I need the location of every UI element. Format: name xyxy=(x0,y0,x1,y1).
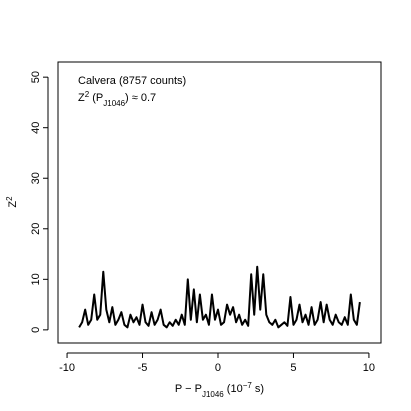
annotation-part: Z xyxy=(78,92,85,104)
annotation-part: ) ≈ 0.7 xyxy=(125,92,156,104)
x-tick-label: 10 xyxy=(363,362,375,374)
x-axis-label-part: −7 xyxy=(243,381,253,390)
annotation: Z2 (PJ1046) ≈ 0.7 xyxy=(78,90,156,108)
annotation-part: (P xyxy=(89,92,103,104)
x-tick-label: 0 xyxy=(215,362,221,374)
y-tick-label: 10 xyxy=(30,273,42,285)
y-tick-label: 30 xyxy=(30,172,42,184)
x-tick-label: -10 xyxy=(59,362,75,374)
x-axis-label-part: P − P xyxy=(175,383,202,395)
x-axis-label-part: J1046 xyxy=(202,390,224,399)
y-tick-label: 20 xyxy=(30,223,42,235)
y-tick-label: 40 xyxy=(30,122,42,134)
x-axis-label: P − PJ1046 (10−7 s) xyxy=(175,381,264,399)
x-tick-label: -5 xyxy=(138,362,148,374)
plot-box xyxy=(57,61,382,344)
annotation-part: 2 xyxy=(85,90,90,99)
data-line xyxy=(78,265,361,329)
y-axis-label-part: Z xyxy=(7,201,19,208)
x-tick-label: 5 xyxy=(290,362,296,374)
annotation-part: J1046 xyxy=(103,99,125,108)
y-axis-label: Z2 xyxy=(5,196,20,208)
x-axis-label-part: s) xyxy=(252,383,264,395)
annotation-part: Calvera (8757 counts) xyxy=(78,75,186,87)
y-tick-label: 50 xyxy=(30,71,42,83)
x-axis-label-part: (10 xyxy=(224,383,243,395)
y-axis-label-part: 2 xyxy=(5,196,14,201)
y-tick-label: 0 xyxy=(30,327,42,333)
annotation: Calvera (8757 counts) xyxy=(78,75,186,87)
